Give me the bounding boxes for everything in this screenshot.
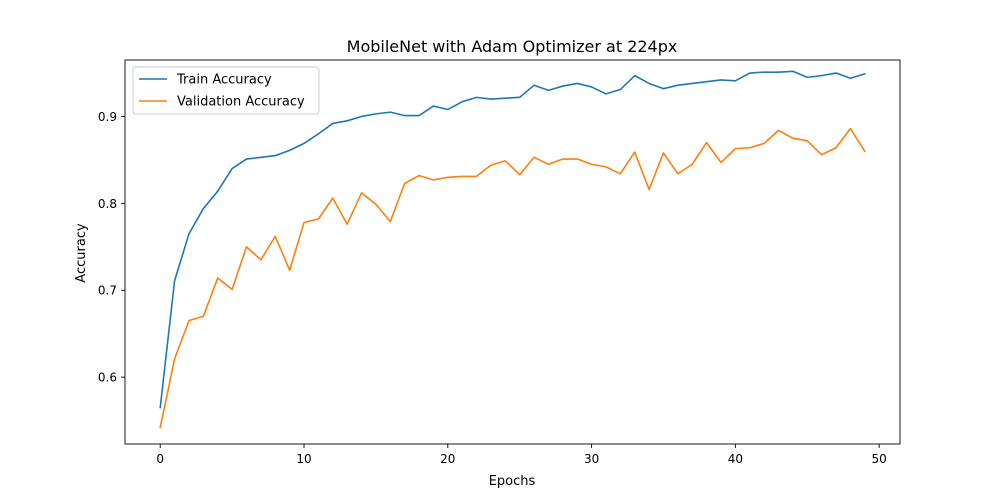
y-tick-label: 0.6 (98, 371, 117, 385)
legend-box (132, 66, 320, 115)
axes-layer: 0 10 20 30 40 50 0.6 0.7 0.8 0.9 (98, 59, 901, 466)
x-tick-label: 0 (156, 452, 164, 466)
y-tick-label: 0.8 (98, 197, 117, 211)
y-tick-label: 0.9 (98, 110, 117, 124)
y-axis-label: Accuracy (74, 223, 89, 283)
series-line-train-accuracy (159, 70, 866, 409)
y-tick-label: 0.7 (98, 284, 117, 298)
legend: Train Accuracy Validation Accuracy (132, 66, 320, 115)
x-tick-label: 40 (728, 452, 743, 466)
x-tick-label: 30 (584, 452, 599, 466)
legend-label: Validation Accuracy (177, 95, 305, 110)
plot-frame (124, 59, 901, 445)
series-line-validation-accuracy (159, 127, 866, 429)
legend-label: Train Accuracy (176, 73, 272, 88)
x-tick-label: 10 (296, 452, 311, 466)
series-layer (159, 70, 866, 429)
chart-title: MobileNet with Adam Optimizer at 224px (347, 37, 678, 56)
x-tick-label: 20 (440, 452, 455, 466)
x-axis-label: Epochs (489, 474, 536, 489)
x-tick-label: 50 (872, 452, 887, 466)
